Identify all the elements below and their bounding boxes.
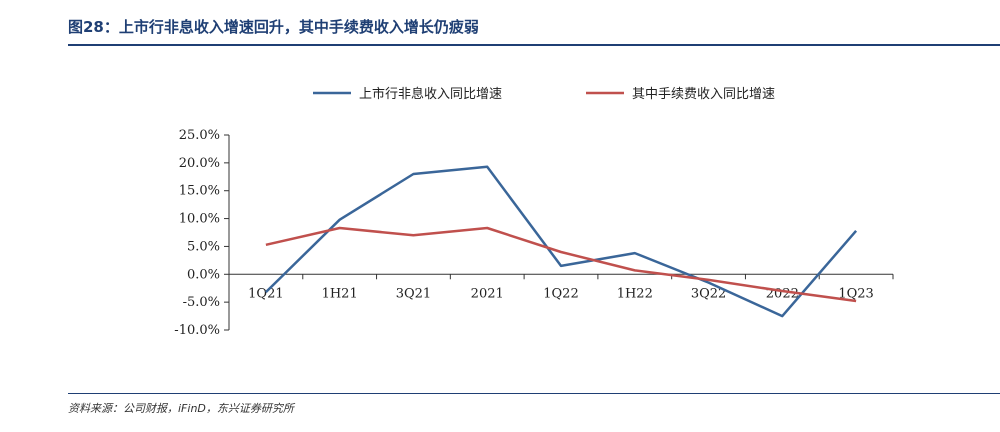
chart-title: 图28：上市行非息收入增速回升，其中手续费收入增长仍疲弱 (68, 18, 479, 36)
legend: 上市行非息收入同比增速 其中手续费收入同比增速 (313, 86, 775, 102)
legend-label-2: 其中手续费收入同比增速 (632, 87, 775, 102)
legend-label-1: 上市行非息收入同比增速 (359, 86, 502, 102)
y-tick-label: 0.0% (187, 267, 220, 282)
y-tick-label: 25.0% (179, 128, 220, 143)
x-tick-label: 1H22 (617, 286, 653, 301)
y-tick-label: 20.0% (179, 156, 220, 171)
x-tick-label: 2021 (471, 286, 504, 301)
y-axis: 25.0% 20.0% 15.0% 10.0% 5.0% 0.0% -5.0% -10.0% (174, 128, 230, 338)
x-tick-label: 1Q21 (248, 286, 283, 301)
series-line-1 (265, 165, 858, 318)
y-tick-label: 10.0% (179, 212, 220, 227)
title-bar: 图28：上市行非息收入增速回升，其中手续费收入增长仍疲弱 (68, 10, 1000, 46)
series-line-2 (265, 226, 857, 303)
x-tick-label: 1H21 (322, 286, 358, 301)
series-group (265, 165, 858, 318)
y-tick-label: 15.0% (179, 184, 220, 199)
source-divider (68, 393, 1000, 394)
source-note: 资料来源：公司财报，iFinD，东兴证券研究所 (68, 402, 294, 415)
y-tick-label: -10.0% (174, 323, 220, 338)
x-tick-label: 3Q21 (396, 286, 431, 301)
chart-area: 上市行非息收入同比增速 其中手续费收入同比增速 25.0% 20.0% 15.0% 10… (0, 60, 1000, 390)
x-tick-label: 3Q22 (691, 286, 726, 301)
x-tick-label: 1Q22 (543, 286, 578, 301)
x-tick-label: 1Q23 (838, 286, 873, 301)
y-tick-label: 5.0% (187, 239, 220, 254)
y-tick-label: -5.0% (183, 295, 220, 310)
x-axis: 1Q21 1H21 3Q21 2021 1Q22 1H22 3Q22 2022 1Q23 (228, 273, 894, 301)
line-chart: 上市行非息收入同比增速 其中手续费收入同比增速 25.0% 20.0% 15.0% 10… (174, 86, 894, 338)
